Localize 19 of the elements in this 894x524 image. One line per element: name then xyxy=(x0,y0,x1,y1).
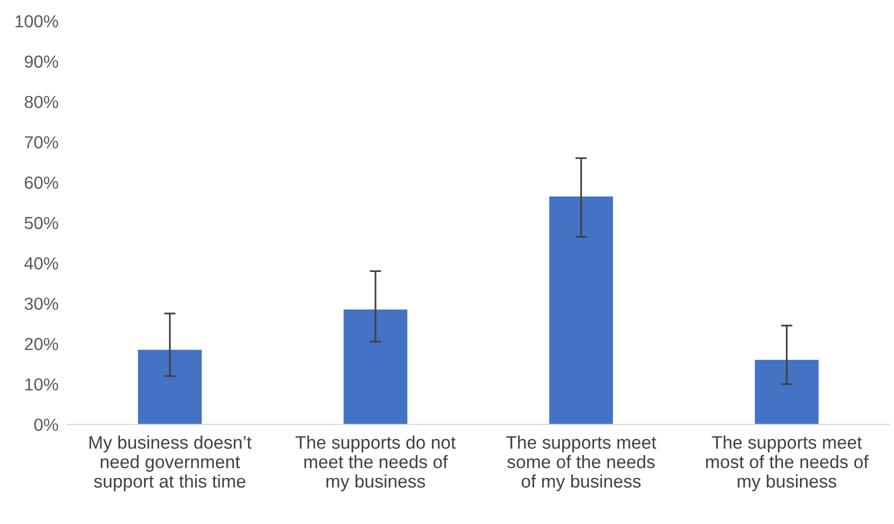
y-tick-label: 60% xyxy=(24,176,58,189)
x-tick-label: The supports do not meet the needs of my business xyxy=(296,436,456,492)
x-tick-label: The supports meet some of the needs of my business xyxy=(506,436,656,492)
y-tick-label: 90% xyxy=(24,55,58,68)
y-tick-label: 0% xyxy=(34,418,58,431)
y-tick-label: 70% xyxy=(24,136,58,148)
y-tick-label: 100% xyxy=(16,15,58,28)
bar xyxy=(549,196,613,424)
bar xyxy=(138,350,202,424)
x-tick-label: My business doesn’t need government support at this time xyxy=(90,436,252,492)
y-tick-label: 80% xyxy=(24,96,58,108)
y-tick-label: 10% xyxy=(25,378,58,391)
bar xyxy=(754,360,819,424)
y-tick-label: 30% xyxy=(24,298,58,310)
x-tick-label: The supports meet most of the needs of my business xyxy=(706,436,869,492)
bar xyxy=(344,309,408,424)
y-tick-label: 20% xyxy=(24,338,58,350)
y-tick-label: 40% xyxy=(24,257,58,270)
y-tick-label: 50% xyxy=(24,216,58,230)
